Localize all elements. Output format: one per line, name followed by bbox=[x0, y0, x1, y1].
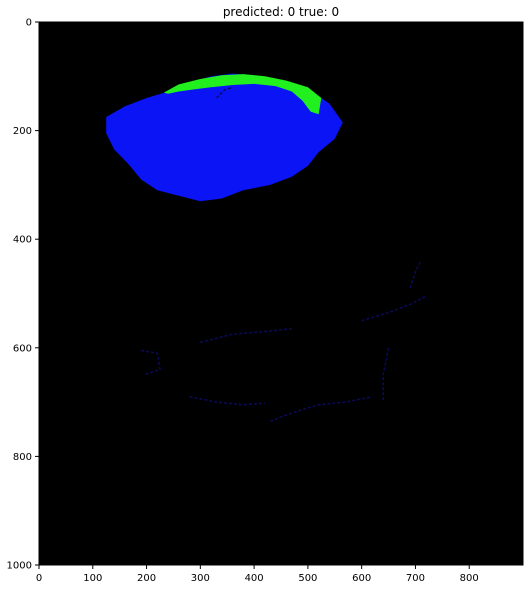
y-axis: 0 200 400 600 800 1000 bbox=[7, 18, 39, 572]
faint-segment-5 bbox=[382, 347, 390, 403]
y-tick-label: 400 bbox=[13, 235, 32, 246]
faint-segments-layer bbox=[141, 86, 427, 422]
x-tick-label: 100 bbox=[83, 573, 102, 584]
faint-segment-3 bbox=[269, 395, 373, 422]
faint-segment-7 bbox=[409, 260, 422, 289]
y-tick-label: 200 bbox=[13, 126, 32, 137]
y-tick-label: 1000 bbox=[7, 561, 32, 572]
y-tick-label: 0 bbox=[26, 18, 32, 29]
y-tick-label: 600 bbox=[13, 343, 32, 354]
chart-title: predicted: 0 true: 0 bbox=[223, 5, 339, 19]
x-tick-label: 600 bbox=[352, 573, 371, 584]
plot-area bbox=[38, 21, 524, 566]
faint-segment-1 bbox=[200, 328, 292, 344]
faint-segment-0 bbox=[141, 349, 161, 376]
y-tick-label: 800 bbox=[13, 452, 32, 463]
blue-region-0 bbox=[106, 73, 343, 202]
x-tick-label: 200 bbox=[137, 573, 156, 584]
faint-segment-2 bbox=[189, 395, 265, 406]
regions-layer bbox=[106, 73, 343, 202]
x-axis: 0 100 200 300 400 500 600 700 800 bbox=[36, 565, 479, 584]
faint-segment-6 bbox=[215, 86, 233, 99]
axes-frame bbox=[38, 21, 524, 566]
faint-segment-4 bbox=[361, 295, 427, 322]
x-tick-label: 800 bbox=[460, 573, 479, 584]
x-tick-label: 500 bbox=[298, 573, 317, 584]
green-region-1 bbox=[163, 74, 322, 115]
x-tick-label: 0 bbox=[36, 573, 42, 584]
x-tick-label: 300 bbox=[191, 573, 210, 584]
x-tick-label: 400 bbox=[245, 573, 264, 584]
x-tick-label: 700 bbox=[406, 573, 425, 584]
